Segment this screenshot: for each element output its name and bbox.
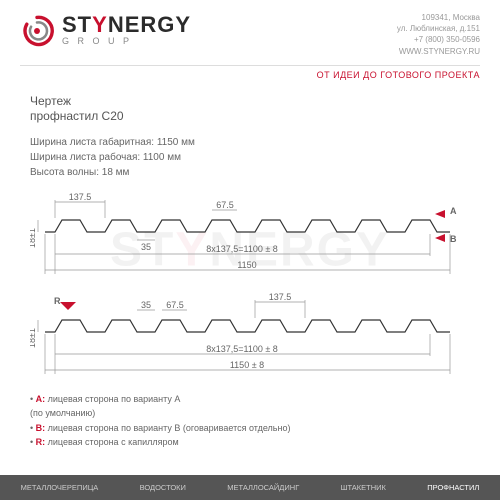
tagline: ОТ ИДЕИ ДО ГОТОВОГО ПРОЕКТА [0, 66, 500, 84]
svg-text:35: 35 [141, 300, 151, 310]
logo: STYNERGY G R O U P [20, 12, 191, 57]
contact-addr2: ул. Люблинская, д.151 [397, 23, 480, 34]
svg-text:67.5: 67.5 [166, 300, 184, 310]
legend-a-sub: (по умолчанию) [30, 406, 470, 420]
header: STYNERGY G R O U P 109341, Москва ул. Лю… [0, 0, 500, 65]
legend-r: • R: лицевая сторона с капилляром [30, 435, 470, 449]
svg-text:35: 35 [141, 242, 151, 252]
logo-spiral-icon [20, 14, 54, 48]
svg-text:A: A [450, 206, 457, 216]
svg-text:8x137,5=1100 ± 8: 8x137,5=1100 ± 8 [206, 344, 278, 354]
svg-text:8x137,5=1100 ± 8: 8x137,5=1100 ± 8 [206, 244, 278, 254]
svg-text:137.5: 137.5 [69, 192, 92, 202]
drawing-title: Чертеж профнастил С20 [30, 94, 470, 125]
spec-wave-height: Высота волны: 18 мм [30, 165, 470, 180]
contact-phone: +7 (800) 350-0596 [397, 34, 480, 45]
svg-text:18±1: 18±1 [30, 228, 37, 248]
legend-b: • B: лицевая сторона по варианту В (огов… [30, 421, 470, 435]
footer-item: ВОДОСТОКИ [140, 483, 186, 492]
footer-nav: МЕТАЛЛОЧЕРЕПИЦА ВОДОСТОКИ МЕТАЛЛОСАЙДИНГ… [0, 475, 500, 500]
profile-diagram-bottom: R 35 67.5 137.5 18±1 8x137,5=1100 ± 8 11… [30, 292, 470, 382]
svg-text:B: B [450, 234, 457, 244]
contact-block: 109341, Москва ул. Люблинская, д.151 +7 … [397, 12, 480, 57]
svg-text:67.5: 67.5 [216, 200, 234, 210]
legend-a: • A: лицевая сторона по варианту А [30, 392, 470, 406]
footer-item: МЕТАЛЛОСАЙДИНГ [227, 483, 299, 492]
legend: • A: лицевая сторона по варианту А (по у… [30, 392, 470, 450]
profile-diagram-top: 137.5 67.5 35 18±1 A B 8x137,5=1100 ± 8 … [30, 192, 470, 282]
svg-text:1150 ± 8: 1150 ± 8 [230, 360, 264, 370]
svg-text:18±1: 18±1 [30, 328, 37, 348]
spec-working-width: Ширина листа рабочая: 1100 мм [30, 150, 470, 165]
footer-item-active: ПРОФНАСТИЛ [427, 483, 479, 492]
svg-text:1150: 1150 [237, 260, 256, 270]
specs-block: Ширина листа габаритная: 1150 мм Ширина … [30, 135, 470, 180]
brand-subtitle: G R O U P [62, 36, 191, 46]
contact-addr1: 109341, Москва [397, 12, 480, 23]
spec-overall-width: Ширина листа габаритная: 1150 мм [30, 135, 470, 150]
brand-name: STYNERGY [62, 12, 191, 38]
footer-item: МЕТАЛЛОЧЕРЕПИЦА [21, 483, 99, 492]
svg-text:137.5: 137.5 [269, 292, 292, 302]
svg-text:R: R [54, 296, 61, 306]
contact-site: WWW.STYNERGY.RU [397, 46, 480, 57]
footer-item: ШТАКЕТНИК [341, 483, 386, 492]
